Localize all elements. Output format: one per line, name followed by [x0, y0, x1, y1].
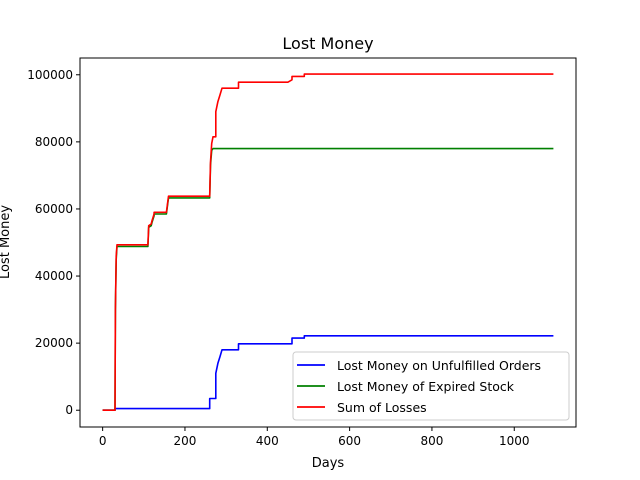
- y-axis-ticks: 0 20000 40000 60000 80000 100000: [27, 68, 80, 417]
- legend-label-2: Sum of Losses: [337, 400, 427, 415]
- series-lines: [102, 73, 554, 412]
- y-tick-label: 20000: [35, 336, 73, 350]
- x-axis-ticks: 0 200 400 600 800 1000: [99, 427, 530, 448]
- legend-label-1: Lost Money of Expired Stock: [337, 379, 515, 394]
- x-tick-label: 0: [99, 434, 107, 448]
- y-tick-label: 80000: [35, 135, 73, 149]
- y-axis-label: Lost Money: [0, 205, 13, 279]
- series-line-0: [102, 334, 554, 412]
- y-tick-label: 100000: [27, 68, 73, 82]
- x-tick-label: 800: [420, 434, 443, 448]
- x-tick-label: 600: [338, 434, 361, 448]
- x-axis-label: Days: [312, 456, 345, 471]
- x-tick-label: 400: [256, 434, 279, 448]
- legend: Lost Money on Unfulfilled Orders Lost Mon…: [292, 351, 570, 421]
- x-tick-label: 200: [174, 434, 197, 448]
- legend-box: [292, 351, 570, 421]
- y-tick-label: 40000: [35, 269, 73, 283]
- legend-label-0: Lost Money on Unfulfilled Orders: [337, 358, 541, 373]
- plot-frame: [79, 57, 577, 428]
- y-tick-label: 0: [65, 403, 73, 417]
- series-line-2: [102, 73, 554, 412]
- y-tick-label: 60000: [35, 202, 73, 216]
- chart-title: Lost Money: [282, 34, 373, 53]
- x-tick-label: 1000: [499, 434, 530, 448]
